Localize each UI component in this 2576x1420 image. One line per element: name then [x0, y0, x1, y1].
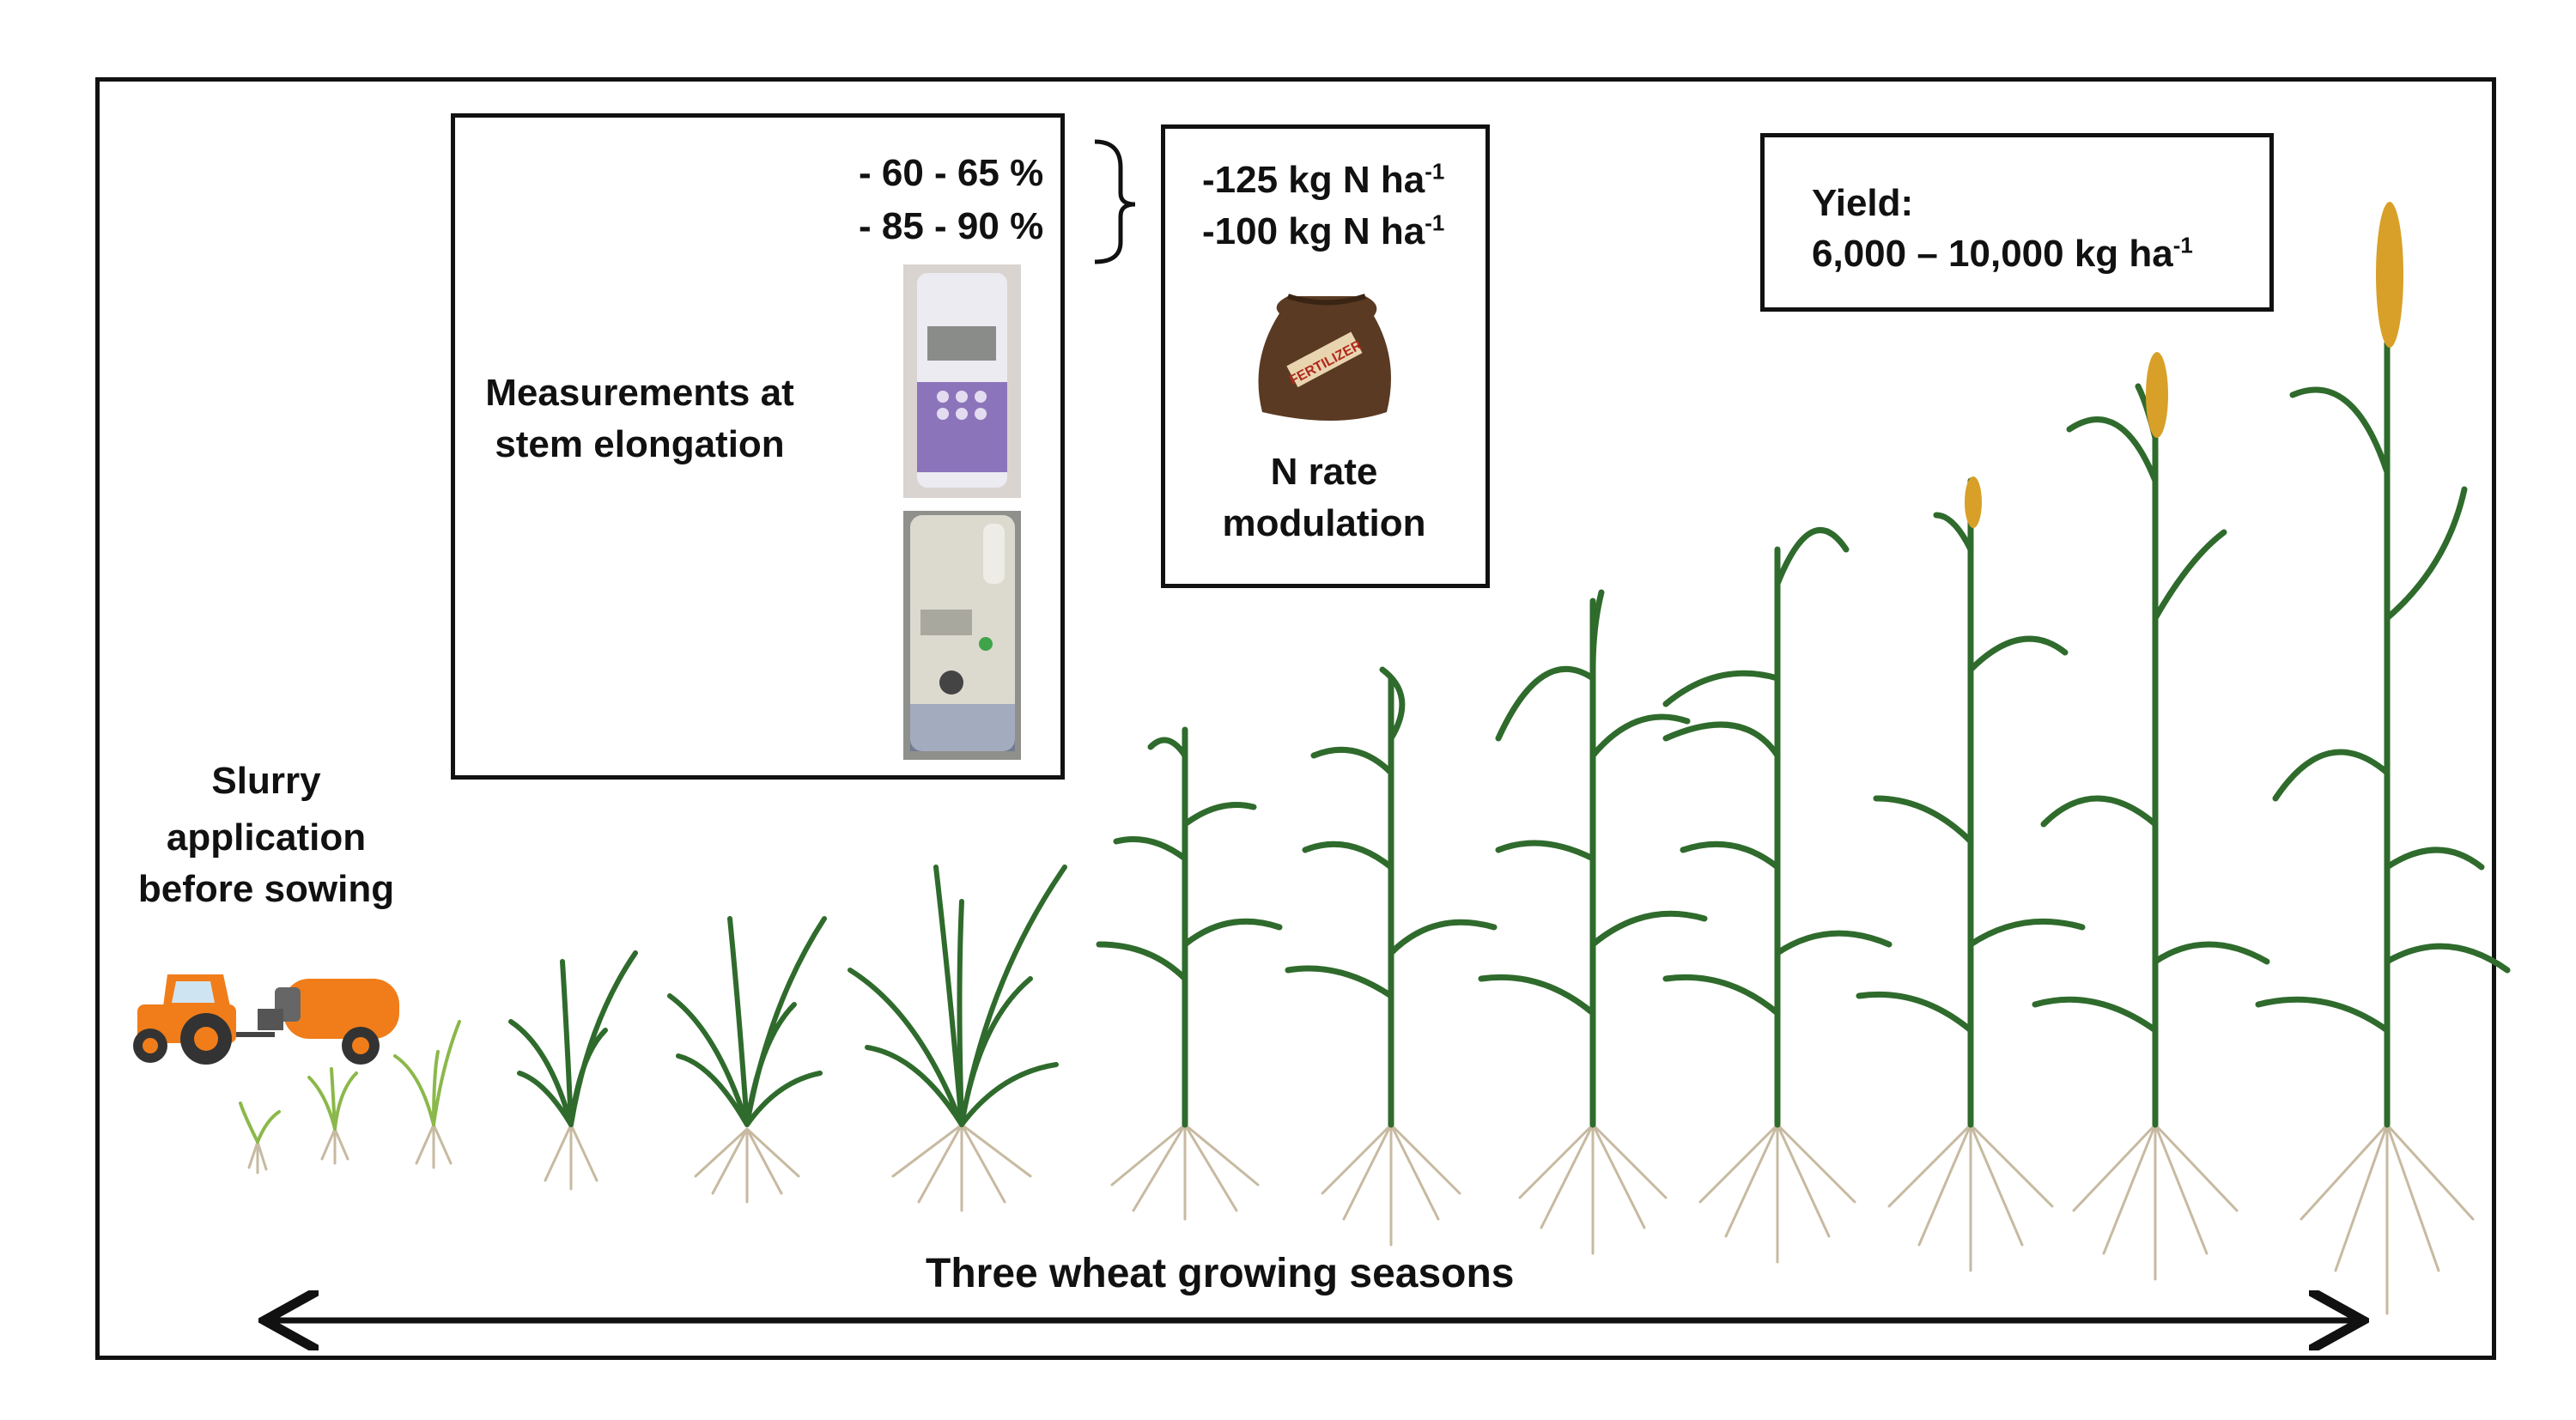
n-rate-2-text: -100 kg N ha	[1202, 210, 1425, 252]
measurement-label: Measurements at stem elongation	[468, 367, 811, 470]
n-rate-label-line-2: modulation	[1222, 502, 1426, 544]
slurry-line-3: before sowing	[137, 868, 395, 910]
n-rate-label: N rate modulation	[1170, 446, 1479, 549]
measurement-range-2: - 85 - 90 %	[859, 205, 1044, 247]
yield-value: 6,000 – 10,000 kg ha-1	[1812, 228, 2193, 280]
measurement-label-line-1: Measurements at	[485, 372, 794, 414]
yield-label: Yield:	[1812, 182, 1914, 224]
slurry-line-1: Slurry	[211, 760, 321, 802]
n-rate-1-text: -125 kg N ha	[1202, 159, 1425, 201]
timeline-label: Three wheat growing seasons	[926, 1251, 1515, 1296]
n-rate-line-1: -125 kg N ha-1	[1202, 155, 1444, 206]
n-rate-line-2: -100 kg N ha-1	[1202, 206, 1444, 258]
slurry-line-2: application	[166, 816, 367, 859]
measurement-label-line-2: stem elongation	[495, 423, 785, 465]
slurry-label: Slurry application before sowing	[120, 756, 412, 915]
n-rate-1-exponent: -1	[1425, 158, 1445, 185]
yield-value-exponent: -1	[2172, 232, 2193, 258]
n-rate-label-line-1: N rate	[1270, 451, 1378, 493]
measurement-range-1: - 60 - 65 %	[859, 152, 1044, 194]
yield-box	[1760, 133, 2274, 312]
n-rate-2-exponent: -1	[1425, 209, 1445, 236]
yield-value-text: 6,000 – 10,000 kg ha	[1812, 233, 2173, 275]
